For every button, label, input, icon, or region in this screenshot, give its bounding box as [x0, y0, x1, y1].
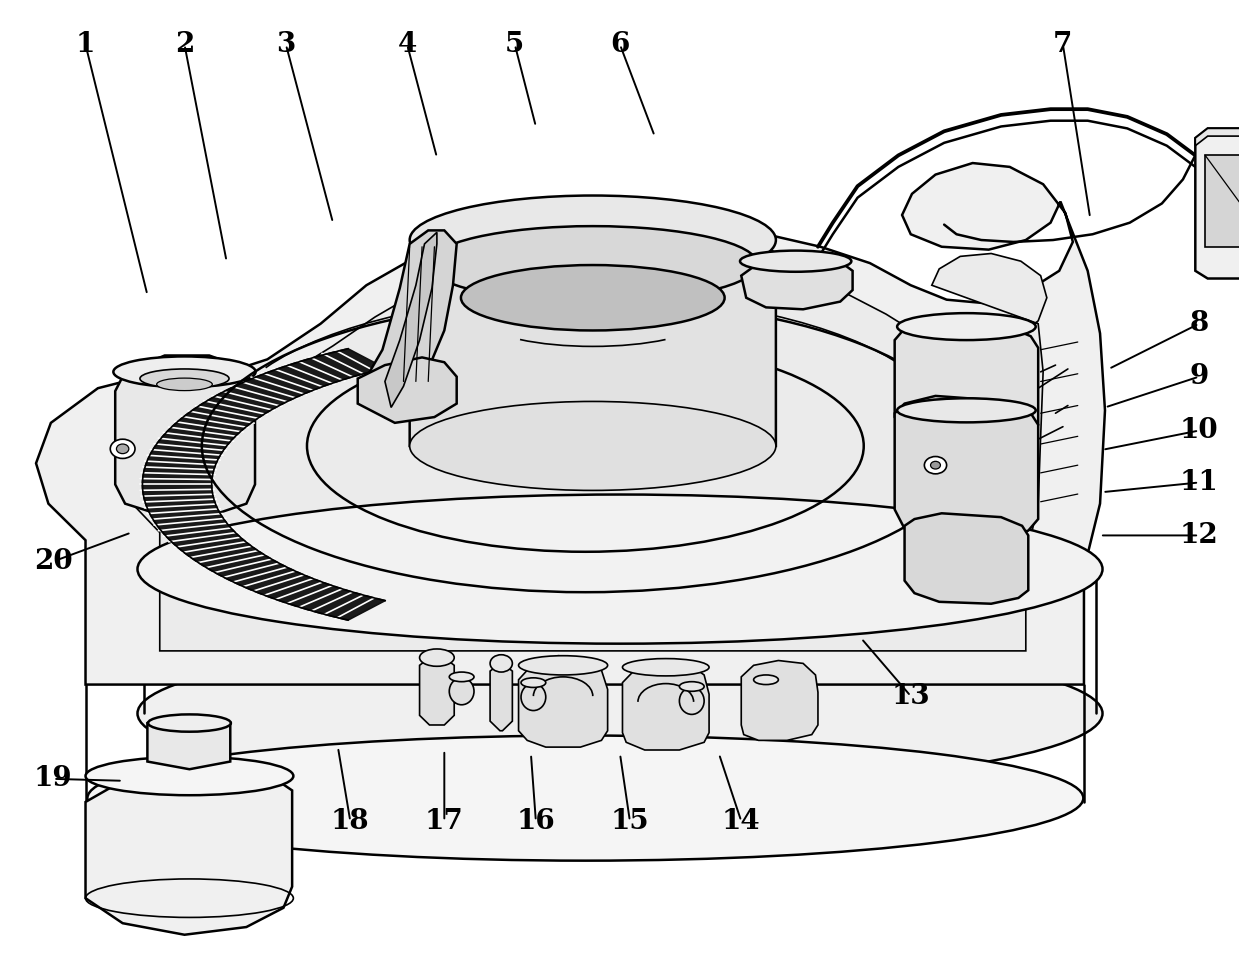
Ellipse shape — [754, 675, 779, 684]
Polygon shape — [125, 254, 1047, 650]
Polygon shape — [115, 355, 255, 516]
Text: 16: 16 — [517, 808, 556, 835]
Ellipse shape — [140, 369, 229, 388]
Circle shape — [924, 456, 946, 474]
Polygon shape — [742, 254, 853, 310]
Ellipse shape — [428, 226, 758, 302]
Ellipse shape — [449, 672, 474, 681]
Ellipse shape — [740, 251, 852, 272]
Polygon shape — [357, 357, 456, 423]
Polygon shape — [895, 396, 1038, 538]
Ellipse shape — [897, 314, 1035, 340]
Polygon shape — [148, 715, 231, 769]
Text: 5: 5 — [505, 31, 525, 58]
Polygon shape — [360, 231, 456, 417]
Polygon shape — [518, 655, 608, 747]
Ellipse shape — [622, 658, 709, 675]
Text: 4: 4 — [398, 31, 417, 58]
Polygon shape — [36, 163, 1105, 684]
Ellipse shape — [419, 649, 454, 666]
Ellipse shape — [156, 378, 212, 391]
Polygon shape — [742, 660, 818, 740]
Polygon shape — [86, 761, 293, 935]
Text: 12: 12 — [1179, 522, 1219, 549]
Text: 14: 14 — [722, 808, 760, 835]
Ellipse shape — [409, 196, 776, 285]
Polygon shape — [490, 663, 512, 731]
Ellipse shape — [461, 265, 724, 330]
Polygon shape — [143, 348, 386, 620]
Text: 3: 3 — [277, 31, 295, 58]
Polygon shape — [384, 233, 436, 407]
Text: 6: 6 — [610, 31, 630, 58]
Ellipse shape — [680, 687, 704, 714]
Polygon shape — [409, 240, 776, 446]
Ellipse shape — [138, 639, 1102, 788]
Text: 15: 15 — [610, 808, 650, 835]
Text: 13: 13 — [892, 682, 930, 709]
Text: 1: 1 — [76, 31, 95, 58]
Text: 7: 7 — [1053, 31, 1073, 58]
Ellipse shape — [521, 677, 546, 687]
Ellipse shape — [113, 356, 255, 387]
Ellipse shape — [897, 399, 1035, 423]
Polygon shape — [622, 660, 709, 750]
Ellipse shape — [449, 677, 474, 704]
Circle shape — [110, 439, 135, 458]
Polygon shape — [1195, 128, 1240, 279]
Polygon shape — [904, 513, 1028, 604]
Ellipse shape — [521, 683, 546, 710]
Text: 10: 10 — [1179, 417, 1219, 444]
Ellipse shape — [86, 757, 294, 795]
Ellipse shape — [490, 654, 512, 672]
Ellipse shape — [87, 735, 1084, 861]
Circle shape — [117, 444, 129, 454]
Polygon shape — [1205, 155, 1240, 247]
Ellipse shape — [148, 714, 231, 731]
Text: 18: 18 — [331, 808, 370, 835]
Ellipse shape — [754, 680, 779, 707]
Circle shape — [930, 461, 940, 469]
Text: 19: 19 — [33, 765, 73, 792]
Text: 20: 20 — [33, 548, 73, 575]
Ellipse shape — [518, 655, 608, 675]
Text: 8: 8 — [1189, 310, 1209, 337]
Text: 9: 9 — [1189, 363, 1209, 390]
Ellipse shape — [138, 494, 1102, 644]
Text: 2: 2 — [175, 31, 195, 58]
Polygon shape — [419, 657, 454, 725]
Text: 17: 17 — [425, 808, 464, 835]
Polygon shape — [895, 318, 1038, 444]
Ellipse shape — [680, 681, 704, 691]
Text: 11: 11 — [1179, 469, 1219, 496]
Polygon shape — [1195, 128, 1240, 146]
Ellipse shape — [409, 401, 776, 490]
